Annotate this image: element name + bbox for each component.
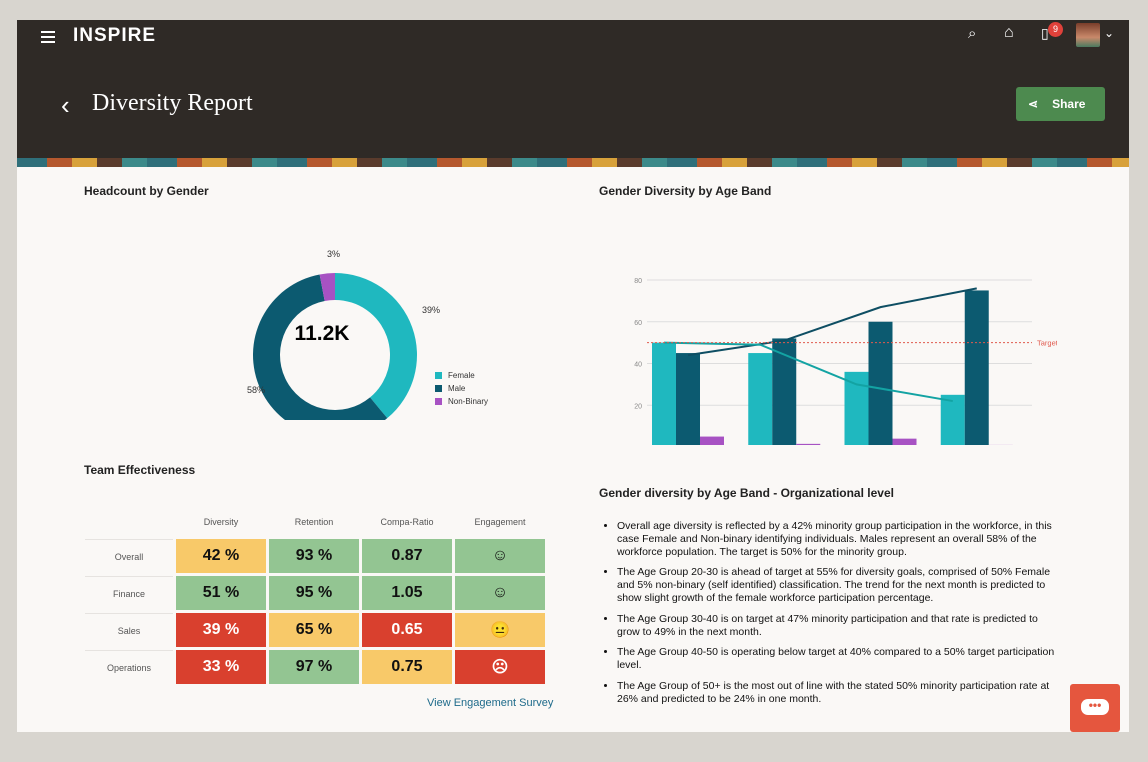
table-cell: 1.05 (362, 576, 452, 610)
view-engagement-survey-link[interactable]: View Engagement Survey (427, 697, 554, 709)
table-cell: ☺ (455, 539, 545, 573)
table-cell: 65 % (269, 613, 359, 647)
logo: INSPIRE (73, 25, 157, 46)
bar (652, 342, 676, 445)
slice-label: 3% (327, 249, 340, 259)
bar (940, 394, 965, 445)
table-row: Sales 39 % 65 % 0.65 😐 (85, 613, 545, 647)
org-level-bullets: Overall age diversity is reflected by a … (602, 520, 1062, 714)
chat-button[interactable]: ••• (1070, 684, 1120, 732)
donut-slice-female[interactable] (335, 273, 417, 419)
legend-female: Female (435, 371, 488, 380)
share-icon: ⋖ (1028, 97, 1039, 111)
bullet: The Age Group 40-50 is operating below t… (617, 646, 1062, 672)
row-label: Overall (85, 539, 173, 573)
row-label: Operations (85, 650, 173, 684)
bar (772, 338, 797, 445)
y-tick-label: 80 (634, 278, 642, 285)
row-label: Finance (85, 576, 173, 610)
headcount-total: 11.2K (294, 322, 350, 345)
bullet: The Age Group of 50+ is the most out of … (617, 680, 1062, 706)
team-effectiveness-table: Diversity Retention Compa-Ratio Engagement … (82, 505, 548, 687)
age-band-bar-chart: 02040608020-3030-4040-5050+Target (634, 278, 1057, 445)
bar (868, 321, 893, 445)
page-title: Diversity Report (92, 90, 253, 116)
app-window: INSPIRE ⌕ ⌂ ▯ 9 ⌄ ‹ Diversity Report ⋖ Sh… (17, 20, 1129, 732)
y-tick-label: 20 (634, 403, 642, 410)
avatar[interactable] (1076, 23, 1100, 47)
team-effectiveness-title: Team Effectiveness (84, 463, 196, 477)
donut-slice-male[interactable] (253, 274, 388, 420)
row-label: Sales (85, 613, 173, 647)
slice-label: 58% (247, 385, 265, 395)
share-label: Share (1052, 97, 1086, 111)
header: INSPIRE ⌕ ⌂ ▯ 9 ⌄ ‹ Diversity Report ⋖ Sh… (17, 20, 1129, 158)
age-band-chart-title: Gender Diversity by Age Band (599, 184, 772, 198)
bar (796, 443, 821, 445)
notifications-icon[interactable]: ▯ (1041, 25, 1049, 41)
decorative-banner (17, 158, 1129, 167)
target-label: Target (1037, 339, 1057, 348)
home-icon[interactable]: ⌂ (1004, 24, 1014, 41)
headcount-title: Headcount by Gender (84, 184, 209, 198)
legend-male: Male (435, 384, 488, 393)
col-header: Engagement (474, 517, 526, 527)
share-button[interactable]: ⋖ Share (1016, 87, 1105, 121)
table-cell: 42 % (176, 539, 266, 573)
y-tick-label: 40 (634, 362, 642, 369)
col-header: Diversity (203, 517, 239, 527)
menu-icon[interactable] (41, 28, 55, 46)
back-icon[interactable]: ‹ (61, 90, 70, 120)
table-cell: 0.75 (362, 650, 452, 684)
table-cell: 33 % (176, 650, 266, 684)
org-level-title: Gender diversity by Age Band - Organizat… (599, 486, 894, 500)
bar (892, 438, 917, 445)
table-cell: 93 % (269, 539, 359, 573)
bar (748, 353, 773, 445)
trend-line (663, 341, 953, 403)
table-cell: 0.87 (362, 539, 452, 573)
y-tick-label: 60 (634, 320, 642, 327)
col-header: Retention (294, 517, 334, 527)
table-row: Finance 51 % 95 % 1.05 ☺ (85, 576, 545, 610)
table-row: Operations 33 % 97 % 0.75 ☹ (85, 650, 545, 684)
chat-icon: ••• (1081, 699, 1109, 715)
table-cell: 97 % (269, 650, 359, 684)
table-cell: 95 % (269, 576, 359, 610)
slice-label: 39% (422, 305, 440, 315)
col-header: Compa-Ratio (380, 517, 434, 527)
table-cell: 39 % (176, 613, 266, 647)
search-icon[interactable]: ⌕ (968, 25, 977, 42)
table-cell: 51 % (176, 576, 266, 610)
bar (700, 436, 724, 445)
trend-line (687, 287, 977, 357)
chevron-down-icon[interactable]: ⌄ (1104, 26, 1115, 40)
table-cell: 0.65 (362, 613, 452, 647)
notification-badge: 9 (1048, 22, 1063, 37)
bullet: The Age Group 30-40 is on target at 47% … (617, 613, 1062, 639)
bar (964, 290, 989, 445)
donut-chart: 39% 58% 3% (247, 249, 440, 420)
table-cell: ☺ (455, 576, 545, 610)
table-row: Overall 42 % 93 % 0.87 ☺ (85, 539, 545, 573)
legend-non-binary: Non-Binary (435, 397, 488, 406)
table-cell: ☹ (455, 650, 545, 684)
donut-slice-non-binary[interactable] (319, 273, 335, 301)
bullet: The Age Group 20-30 is ahead of target a… (617, 566, 1062, 604)
table-cell: 😐 (455, 613, 545, 647)
bar (844, 371, 869, 445)
donut-legend: Female Male Non-Binary (435, 371, 488, 410)
bar (676, 353, 700, 445)
bullet: Overall age diversity is reflected by a … (617, 520, 1062, 558)
